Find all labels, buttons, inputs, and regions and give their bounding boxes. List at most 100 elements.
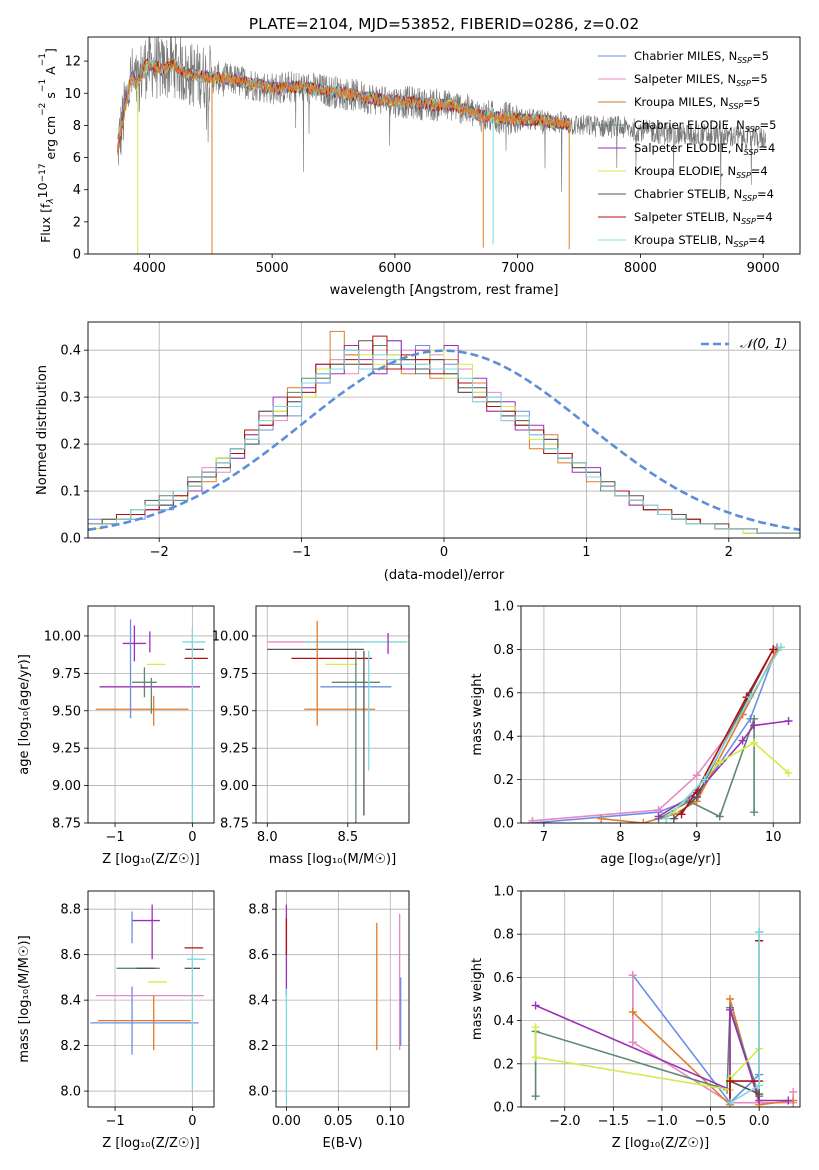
y-tick-label: 0.0 (493, 1101, 514, 1116)
legend-label-sub: SSP (745, 125, 760, 134)
mass_vs_ebv-xlabel: E(B-V) (322, 1136, 362, 1151)
mw_vs_Z-marker (726, 1077, 735, 1086)
legend-label-0: Chabrier MILES, NSSP=5 (634, 49, 769, 65)
x-tick-label: 0 (188, 830, 196, 845)
spectrum-lines (117, 37, 766, 254)
y-tick-label: 1.0 (493, 600, 514, 615)
age_vs_mass-points (267, 620, 408, 823)
legend-label-1: Salpeter MILES, NSSP=5 (634, 72, 768, 88)
mw_vs_Z-xlabel: Z [log₁₀(Z/Z☉)] (612, 1136, 709, 1151)
mw_vs_Z-marker (755, 1081, 764, 1090)
mw_vs_Z-ylabel: mass weight (470, 958, 485, 1040)
mw_vs_Z-series-2 (632, 998, 794, 1107)
legend-label-8: Kroupa STELIB, NSSP=4 (634, 233, 765, 249)
mw_vs_Z-marker (531, 1053, 540, 1062)
y-tick-label: 10 (64, 87, 81, 102)
y-tick-label: 8.6 (248, 948, 269, 963)
mw_vs_age-marker (528, 816, 537, 823)
mw_vs_age-marker (776, 643, 785, 652)
y-tick-label: 12 (64, 55, 81, 70)
mass_vs_Z-frame (87, 890, 215, 1108)
y-tick-label: 0.2 (493, 1057, 514, 1072)
legend-label-sub: SSP (742, 194, 757, 203)
ylabel-part: erg cm (43, 116, 58, 164)
y-tick-label: 0.4 (60, 344, 81, 359)
y-tick-label: 9.75 (52, 667, 81, 682)
y-tick-label: 9.25 (220, 742, 249, 757)
mass_vs_Z-xlabel: Z [log₁₀(Z/Z☉)] (102, 1136, 199, 1151)
x-tick-label: 8.5 (337, 830, 358, 845)
legend-label-tail: =5 (743, 95, 760, 109)
mw_vs_Z-marker (784, 1096, 793, 1105)
mw_vs_age-marker (750, 721, 759, 730)
ylabel-part: ] (43, 48, 58, 53)
legend-label-tail: =4 (756, 210, 773, 224)
y-tick-label: 6 (73, 151, 81, 166)
y-tick-label: 8.2 (248, 1039, 269, 1054)
x-tick-label: 9000 (747, 261, 780, 276)
legend-label-2: Kroupa MILES, NSSP=5 (634, 95, 760, 111)
legend-label-tail: =5 (760, 118, 777, 132)
mw_vs_age-lines (528, 643, 793, 823)
legend-label-name: Salpeter ELODIE, N (634, 141, 744, 155)
legend-label-sub: SSP (734, 240, 749, 249)
x-tick-label: −1.5 (598, 1114, 630, 1129)
mw_vs_age-marker (784, 769, 793, 778)
x-tick-label: 8 (616, 830, 624, 845)
age_vs_mass-xlabel: mass [log₁₀(M/M☉)] (269, 852, 396, 867)
spectrum-title: PLATE=2104, MJD=53852, FIBERID=0286, z=0… (249, 15, 639, 33)
x-tick-label: 0.05 (324, 1114, 353, 1129)
ylabel-part: −1 (38, 79, 48, 92)
x-tick-label: −0.5 (695, 1114, 727, 1129)
y-tick-label: 9.00 (52, 779, 81, 794)
mw_vs_age-marker (700, 775, 709, 784)
x-tick-label: 0 (188, 1114, 196, 1129)
mw_vs_age-ylabel: mass weight (470, 673, 485, 755)
y-tick-label: 8.2 (60, 1039, 81, 1054)
x-tick-label: 1 (582, 545, 590, 560)
y-tick-label: 0.4 (493, 730, 514, 745)
mw_vs_Z-marker (628, 1038, 637, 1047)
age_vs_Z-frame (87, 605, 215, 824)
legend-label-sub: SSP (741, 217, 756, 226)
residual-hist-8 (88, 349, 800, 538)
legend-label-name: Salpeter STELIB, N (634, 210, 741, 224)
y-tick-label: 0.8 (493, 928, 514, 943)
legend-label-name: Kroupa ELODIE, N (634, 164, 736, 178)
y-tick-label: 0.6 (493, 686, 514, 701)
legend-label-tail: =5 (751, 72, 768, 86)
x-tick-label: 0 (440, 545, 448, 560)
mw_vs_age-marker (597, 814, 606, 823)
legend-label-name: Chabrier MILES, N (634, 49, 737, 63)
y-tick-label: 10.00 (44, 629, 81, 644)
mw_vs_age-marker (677, 810, 686, 819)
mw_vs_age-series-4 (658, 720, 789, 818)
mw_vs_Z-marker (789, 1087, 798, 1096)
mw_vs_Z-marker (755, 1090, 764, 1099)
mw_vs_age-marker (715, 758, 724, 767)
legend-label-3: Chabrier ELODIE, NSSP=5 (634, 118, 776, 134)
mw_vs_Z-marker (628, 971, 637, 980)
mass_vs_Z-ylabel: mass [log₁₀(M/M☉)] (17, 935, 32, 1062)
mw_vs_Z-marker (726, 1005, 735, 1014)
ylabel-part: s (43, 92, 58, 103)
spectrum-model-8 (117, 58, 571, 152)
legend-label-7: Salpeter STELIB, NSSP=4 (634, 210, 773, 226)
mw_vs_age-marker (784, 717, 793, 726)
ylabel-part: Flux [f (38, 203, 53, 243)
residual-frame (87, 321, 801, 539)
x-tick-label: 8.0 (257, 830, 278, 845)
y-tick-label: 8.0 (60, 1085, 81, 1100)
legend-label-name: Kroupa STELIB, N (634, 233, 734, 247)
y-tick-label: 8.4 (248, 994, 269, 1009)
mw_vs_age-frame (520, 605, 801, 824)
mass_vs_ebv-frame (275, 890, 410, 1108)
ylabel-part: λ (46, 198, 56, 204)
ylabel-part: −2 (38, 103, 48, 116)
y-tick-label: 0.4 (493, 1014, 514, 1029)
mw_vs_Z-marker (628, 1007, 637, 1016)
mw_vs_age-marker (692, 771, 701, 780)
y-tick-label: 0.3 (60, 391, 81, 406)
x-tick-label: −2.0 (549, 1114, 581, 1129)
